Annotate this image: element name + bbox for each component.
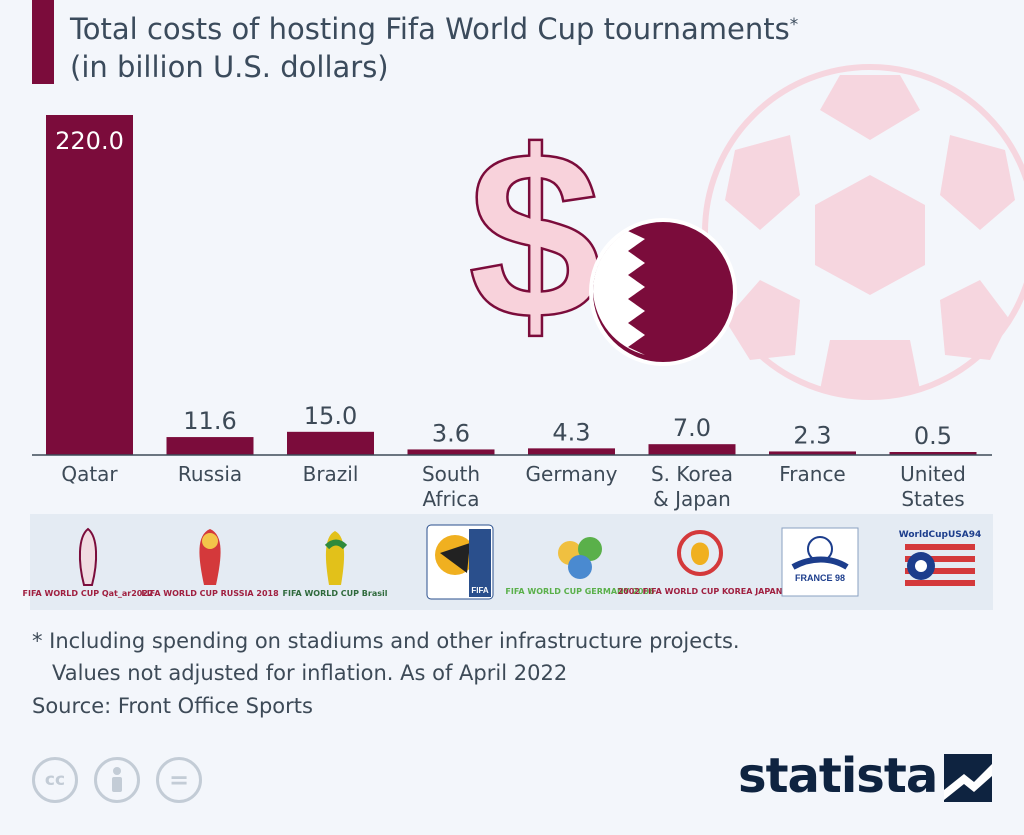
title-asterisk: *	[789, 15, 799, 35]
usa-emblem-icon	[905, 544, 975, 586]
title-text: Total costs of hosting Fifa World Cup to…	[70, 12, 790, 46]
value-label-5: 7.0	[673, 414, 711, 442]
statista-logo-icon[interactable]	[944, 754, 992, 802]
source-note: Source: Front Office Sports	[32, 694, 313, 718]
category-label-2-0: Brazil	[303, 462, 359, 486]
bar-5	[648, 444, 736, 455]
no-derivatives-icon[interactable]: =	[156, 757, 202, 803]
germany-2006-logo: FIFA WORLD CUP GERMANY 2006	[505, 514, 655, 610]
qatar-flag-icon	[589, 218, 737, 366]
category-label-6-0: France	[779, 462, 846, 486]
south-africa-2010-logo: FIFA	[410, 514, 510, 610]
soccer-ball-icon	[702, 64, 1024, 400]
qatar-2022-logo: FIFA WORLD CUP Qat_ar2022	[23, 514, 153, 610]
footnote-line-2: Values not adjusted for inflation. As of…	[52, 661, 568, 685]
logo-caption: WorldCupUSA94	[898, 530, 982, 540]
category-label-4-0: Germany	[526, 462, 618, 486]
logo-caption: FIFA WORLD CUP RUSSIA 2018	[141, 588, 279, 598]
footnote-line-1: * Including spending on stadiums and oth…	[32, 629, 740, 653]
bar-6	[769, 451, 856, 455]
logo-caption: 2002 FIFA WORLD CUP KOREA JAPAN	[617, 586, 783, 596]
korea-japan-2002-logo: 2002 FIFA WORLD CUP KOREA JAPAN	[618, 514, 782, 610]
category-label-0-0: Qatar	[61, 462, 118, 486]
category-label-3-0: South	[422, 462, 480, 486]
value-label-1: 11.6	[183, 407, 236, 435]
france-98-logo: FRANCE 98	[770, 514, 870, 610]
category-label-7-0: United	[900, 462, 966, 486]
germany-emblem-icon	[558, 536, 602, 579]
attribution-icon[interactable]	[94, 757, 140, 803]
trophy-icon	[324, 530, 348, 585]
value-label-3: 3.6	[432, 419, 470, 447]
category-label-7-1: States	[901, 487, 964, 511]
value-label-7: 0.5	[914, 422, 952, 450]
category-label-5-0: S. Korea	[651, 462, 733, 486]
category-label-1-0: Russia	[178, 462, 242, 486]
bar-chart: $ 220.0 Qatar 11.6 Russia 15.0 Brazil 3.6 South…	[32, 64, 1024, 511]
russia-2018-logo: FIFA WORLD CUP RUSSIA 2018	[141, 514, 279, 610]
bar-1	[166, 437, 254, 455]
creative-commons-icon[interactable]: cc	[32, 757, 78, 803]
value-label-6: 2.3	[793, 421, 831, 449]
svg-text:FIFA: FIFA	[471, 586, 489, 595]
bar-7	[889, 452, 977, 455]
bar-2	[287, 431, 374, 455]
usa-94-logo: WorldCupUSA94	[890, 514, 990, 610]
tournament-logos: FIFA WORLD CUP Qat_ar2022 FIFA WORLD CUP…	[23, 514, 993, 610]
chart-title: Total costs of hosting Fifa World Cup to…	[70, 10, 798, 86]
value-label-0: 220.0	[55, 127, 124, 155]
brazil-2014-logo: FIFA WORLD CUP Brasil	[282, 514, 388, 610]
logo-caption: FIFA WORLD CUP Qat_ar2022	[22, 588, 154, 598]
value-label-2: 15.0	[304, 402, 357, 430]
trophy-icon	[78, 527, 98, 586]
subtitle-text: (in billion U.S. dollars)	[70, 50, 389, 84]
value-label-4: 4.3	[552, 418, 590, 446]
france-emblem-icon: FRANCE 98	[781, 527, 859, 597]
category-label-3-1: Africa	[422, 487, 479, 511]
footnote: * Including spending on stadiums and oth…	[32, 625, 740, 689]
bar-4	[528, 448, 615, 455]
statista-brand[interactable]: statista	[738, 748, 938, 804]
category-label-5-1: & Japan	[653, 487, 731, 511]
dollar-sign-icon: $	[468, 101, 601, 369]
korea-japan-emblem-icon	[677, 529, 723, 576]
bar-0	[46, 115, 133, 455]
south-africa-emblem-icon: FIFA	[426, 524, 494, 600]
bar-3	[407, 449, 495, 455]
person-icon	[112, 767, 122, 792]
logo-caption: FIFA WORLD CUP Brasil	[282, 588, 388, 598]
title-accent-bar	[32, 0, 54, 84]
logo-caption: FRANCE 98	[795, 573, 845, 583]
trophy-icon	[199, 528, 221, 585]
logo-caption: FIFA WORLD CUP GERMANY 2006	[505, 586, 655, 596]
